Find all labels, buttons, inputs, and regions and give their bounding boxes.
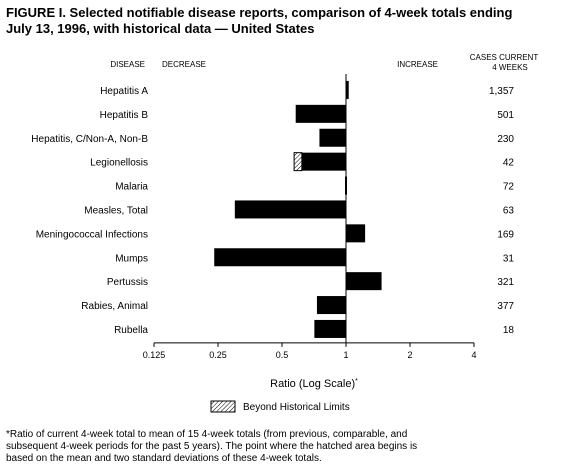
cases-value: 377 [497, 301, 514, 312]
category-label: Hepatitis A [100, 86, 148, 97]
bar [295, 104, 346, 123]
title-line-1: FIGURE I. Selected notifiable disease re… [6, 5, 513, 20]
cases-value: 42 [503, 158, 515, 169]
x-tick-label: 2 [407, 350, 412, 360]
category-label: Rabies, Animal [81, 301, 148, 312]
row-hepatitis-b: Hepatitis B 501 [100, 104, 514, 123]
row-hepatitis-a: Hepatitis A 1,357 [100, 80, 514, 99]
bar [346, 272, 382, 291]
legend-label: Beyond Historical Limits [243, 402, 350, 413]
x-axis-label-text: Ratio (Log Scale) [270, 378, 355, 390]
bar [234, 200, 346, 219]
row-rubella: Rubella 18 [114, 319, 515, 338]
category-label: Pertussis [107, 277, 148, 288]
row-hepatitis-c-non-a-non-b: Hepatitis, C/Non-A, Non-B 230 [31, 128, 514, 147]
category-label: Hepatitis, C/Non-A, Non-B [31, 134, 148, 145]
bar-chart: DISEASE DECREASE INCREASE CASES CURRENT … [31, 53, 539, 413]
x-tick-label: 0.5 [276, 350, 289, 360]
x-tick-label: 0.25 [209, 350, 227, 360]
category-label: Hepatitis B [100, 110, 149, 121]
category-label: Rubella [114, 325, 148, 336]
bar [214, 248, 346, 267]
cases-value: 31 [503, 253, 515, 264]
chart-rows: Hepatitis A 1,357 Hepatitis B 501 Hepatitis,… [31, 80, 515, 338]
row-meningococcal-infections: Meningococcal Infections 169 [36, 224, 514, 243]
footnote-line-2: subsequent 4-week periods for the past 5… [6, 441, 418, 452]
bar [319, 128, 346, 147]
row-rabies-animal: Rabies, Animal 377 [81, 296, 514, 315]
header-decrease: DECREASE [162, 60, 206, 69]
category-label: Measles, Total [84, 205, 148, 216]
bar [316, 296, 346, 315]
row-legionellosis: Legionellosis 42 [90, 152, 515, 172]
cases-value: 321 [497, 277, 514, 288]
category-label: Legionellosis [90, 158, 148, 169]
row-pertussis: Pertussis 321 [107, 272, 514, 291]
cases-value: 169 [497, 229, 514, 240]
legend-hatch-swatch [210, 400, 236, 413]
header-disease: DISEASE [110, 60, 145, 69]
cases-value: 1,357 [489, 86, 514, 97]
cases-value: 230 [497, 134, 514, 145]
x-tick-label: 0.125 [143, 350, 166, 360]
category-label: Mumps [115, 253, 148, 264]
category-label: Meningococcal Infections [36, 229, 148, 240]
row-malaria: Malaria 72 [115, 176, 515, 195]
cases-value: 63 [503, 205, 515, 216]
x-axis-label: Ratio (Log Scale)* [270, 378, 358, 390]
x-axis-ticks: 0.125 0.25 0.5 1 2 4 [143, 342, 477, 360]
chart-title: FIGURE I. Selected notifiable disease re… [6, 5, 572, 37]
header-cases-line2: 4 WEEKS [492, 63, 528, 72]
x-tick-label: 1 [343, 350, 348, 360]
bar [314, 319, 346, 338]
bar [346, 224, 366, 243]
row-mumps: Mumps 31 [115, 248, 515, 267]
header-cases-line1: CASES CURRENT [470, 53, 539, 62]
x-tick-label: 4 [471, 350, 476, 360]
row-measles-total: Measles, Total 63 [84, 200, 515, 219]
header-increase: INCREASE [397, 60, 438, 69]
x-axis-label-marker: * [355, 378, 358, 385]
title-line-2: July 13, 1996, with historical data — Un… [6, 21, 315, 36]
bar-beyond-historical-limits [293, 152, 303, 172]
footnote-line-3: based on the mean and two standard devia… [6, 453, 322, 464]
bar [346, 80, 349, 99]
cases-value: 72 [503, 182, 515, 193]
cases-value: 501 [497, 110, 514, 121]
category-label: Malaria [115, 182, 148, 193]
footnote: *Ratio of current 4-week total to mean o… [6, 429, 572, 465]
bar [294, 152, 346, 171]
cases-value: 18 [503, 325, 515, 336]
footnote-line-1: *Ratio of current 4-week total to mean o… [6, 429, 408, 440]
